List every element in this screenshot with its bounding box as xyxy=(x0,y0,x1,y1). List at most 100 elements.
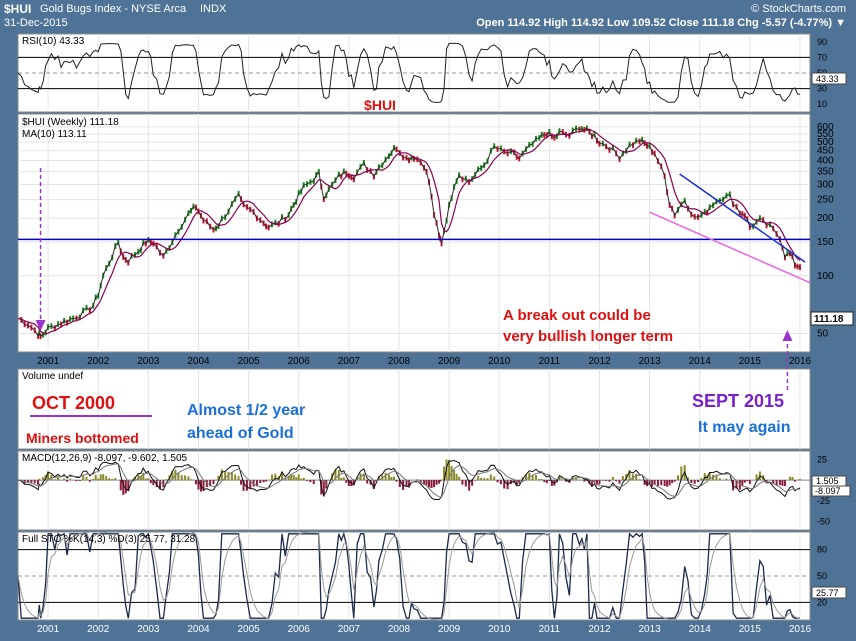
x-tick-label-price: 2009 xyxy=(438,356,461,367)
half-year-annotation-line2: ahead of Gold xyxy=(187,425,294,442)
rsi-last-flag xyxy=(811,72,847,85)
x-tick-label-price: 2015 xyxy=(739,356,762,367)
oct-2000-annotation: OCT 2000 xyxy=(32,393,115,413)
x-tick-label-price: 2010 xyxy=(488,356,511,367)
price-tick-label: 450 xyxy=(817,146,834,157)
downtrend-support-line xyxy=(649,211,811,284)
sto-tick-label: 20 xyxy=(817,597,827,607)
sto-legend: Full STO %K(14,3) %D(3) 25.77, 31.28 xyxy=(22,534,196,545)
x-tick-label-price: 2006 xyxy=(288,356,311,367)
x-tick-label-price: 2012 xyxy=(588,356,611,367)
x-tick-label-bottom: 2004 xyxy=(187,624,210,635)
x-tick-label-price: 2004 xyxy=(187,356,210,367)
sto-tick-label: 80 xyxy=(817,545,827,555)
x-tick-label-price: 2014 xyxy=(689,356,712,367)
sto-last-value: 25.77 xyxy=(816,588,839,598)
x-tick-label-bottom: 2014 xyxy=(689,624,712,635)
index-name: Gold Bugs Index - NYSE Arca xyxy=(40,3,187,15)
x-tick-label-price: 2008 xyxy=(388,356,411,367)
price-tick-label: 600 xyxy=(817,122,834,133)
x-tick-label-bottom: 2003 xyxy=(137,624,160,635)
x-tick-label-bottom: 2012 xyxy=(588,624,611,635)
ma-line xyxy=(17,128,801,335)
x-tick-label-bottom: 2010 xyxy=(488,624,511,635)
macd-tick-label: -25 xyxy=(817,496,830,506)
x-tick-label-price: 2013 xyxy=(638,356,661,367)
rsi-tick-label: 10 xyxy=(817,99,827,109)
chart-header: $HUI Gold Bugs Index - NYSE Arca INDX 31… xyxy=(0,0,856,32)
axis-ticks: 2001200120022002200320032004200420052005… xyxy=(37,37,834,635)
x-tick-label-bottom: 2006 xyxy=(288,624,311,635)
price-tick-label: 400 xyxy=(817,156,834,167)
breakout-annotation-line2: very bullish longer term xyxy=(503,328,673,345)
price-last-flag xyxy=(810,311,854,326)
x-tick-label-bottom: 2016 xyxy=(789,624,812,635)
macd-last-value: -8.097 xyxy=(815,486,841,496)
price-series xyxy=(17,125,811,390)
x-tick-label-bottom: 2001 xyxy=(37,624,60,635)
half-year-annotation-line1: Almost 1/2 year xyxy=(187,402,305,419)
price-tick-label: 350 xyxy=(817,167,834,178)
rsi-tick-label: 30 xyxy=(817,84,827,94)
x-tick-label-price: 2011 xyxy=(539,356,561,367)
price-legend: $HUI (Weekly) 111.18 xyxy=(22,117,119,128)
may-again-annotation: It may again xyxy=(698,419,790,436)
macd-last-flag xyxy=(811,485,851,497)
exchange-label: INDX xyxy=(200,3,227,15)
copyright: © StockCharts.com xyxy=(751,3,846,15)
volume-panel xyxy=(17,368,811,450)
x-tick-label-bottom: 2009 xyxy=(438,624,461,635)
x-tick-label-bottom: 2007 xyxy=(338,624,361,635)
macd-legend: MACD(12,26,9) -8.097, -9.602, 1.505 xyxy=(22,453,188,464)
price-tick-label: 200 xyxy=(817,213,834,224)
sept-2015-annotation: SEPT 2015 xyxy=(692,391,784,411)
rsi-tick-label: 90 xyxy=(817,37,827,47)
sto-tick-label: 50 xyxy=(817,571,827,581)
price-panel xyxy=(17,113,811,353)
sto-d-line xyxy=(17,531,801,621)
oct-2000-arrow-head xyxy=(35,320,46,331)
sto-last-flag xyxy=(811,586,847,599)
x-tick-label-bottom: 2005 xyxy=(237,624,260,635)
rsi-last-value: 43.33 xyxy=(816,74,839,84)
x-tick-label-price: 2005 xyxy=(237,356,260,367)
price-tick-label: 150 xyxy=(817,237,834,248)
volume-legend: Volume undef xyxy=(22,371,83,382)
x-tick-label-price: 2001 xyxy=(37,356,60,367)
macd-tick-label: -50 xyxy=(817,517,830,527)
price-line xyxy=(17,127,801,338)
x-tick-label-price: 2016 xyxy=(789,356,812,367)
center-title-annotation: $HUI xyxy=(364,97,396,113)
x-tick-label-price: 2002 xyxy=(87,356,110,367)
price-tick-label: 250 xyxy=(817,195,834,206)
macd-signal-line xyxy=(17,463,801,498)
price-tick-label: 50 xyxy=(817,328,829,339)
rsi-line xyxy=(17,42,801,103)
x-tick-label-bottom: 2015 xyxy=(739,624,762,635)
x-tick-label-price: 2007 xyxy=(338,356,361,367)
x-tick-label-price: 2003 xyxy=(137,356,160,367)
macd-tick-label: 25 xyxy=(817,454,827,464)
price-last-value: 111.18 xyxy=(814,314,844,325)
price-tick-label: 100 xyxy=(817,271,834,282)
downtrend-resistance-line xyxy=(679,173,806,263)
chart-date: 31-Dec-2015 xyxy=(4,17,68,29)
price-tick-label: 300 xyxy=(817,179,834,190)
price-tick-label: 550 xyxy=(817,129,834,140)
sept-2015-arrow-head xyxy=(782,330,793,341)
x-tick-label-bottom: 2008 xyxy=(388,624,411,635)
miners-bottomed-annotation: Miners bottomed xyxy=(26,430,139,446)
ticker-symbol: $HUI xyxy=(4,2,32,16)
rsi-tick-label: 70 xyxy=(817,52,827,62)
macd-line xyxy=(17,459,801,501)
indicator-lines xyxy=(17,42,810,621)
macd-hist-value: 1.505 xyxy=(816,476,839,486)
ohlc-readout: Open 114.92 High 114.92 Low 109.52 Close… xyxy=(476,17,846,29)
rsi-legend: RSI(10) 43.33 xyxy=(22,36,85,47)
breakout-annotation-line1: A break out could be xyxy=(503,307,651,324)
x-tick-label-bottom: 2011 xyxy=(539,624,561,635)
price-tick-label: 500 xyxy=(817,137,834,148)
x-tick-label-bottom: 2002 xyxy=(87,624,110,635)
x-tick-label-bottom: 2013 xyxy=(638,624,661,635)
